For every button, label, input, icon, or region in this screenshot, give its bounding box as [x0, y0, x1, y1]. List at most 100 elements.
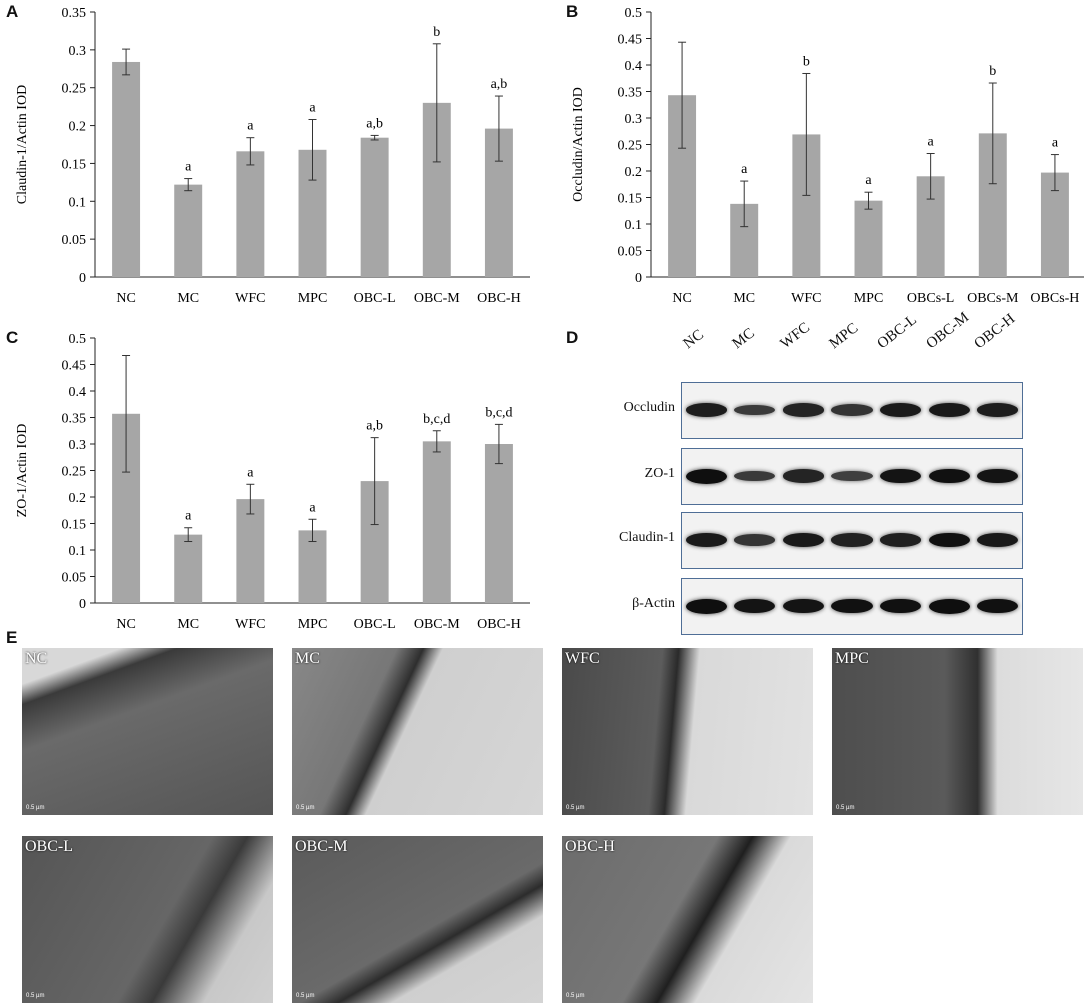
scale-bar-label: 0.5 µm — [566, 805, 585, 811]
em-image: OBC-H 0.5 µm — [562, 836, 813, 1003]
bar — [174, 534, 203, 603]
x-tick-label: OBC-H — [477, 617, 521, 632]
y-tick-label: 0.05 — [62, 233, 87, 248]
em-image: MPC 0.5 µm — [832, 648, 1083, 815]
em-image-label: OBC-M — [295, 838, 348, 855]
x-tick-label: OBC-H — [477, 291, 521, 306]
blot-band — [734, 470, 776, 482]
blot-band — [977, 403, 1019, 417]
y-tick-label: 0.2 — [69, 491, 87, 506]
blot-band — [879, 403, 922, 417]
scale-bar-label: 0.5 µm — [296, 805, 315, 811]
blot-band — [831, 404, 873, 416]
blot-band — [879, 533, 922, 547]
em-image-label: MC — [295, 650, 320, 667]
significance-label: b,c,d — [423, 412, 450, 427]
blot-band — [928, 402, 970, 418]
scale-bar-label: 0.5 µm — [836, 805, 855, 811]
y-tick-label: 0 — [635, 271, 642, 286]
x-tick-label: OBCs-L — [907, 291, 954, 306]
em-image-label: MPC — [835, 650, 869, 667]
y-tick-label: 0.3 — [69, 44, 87, 59]
blot-row-label: Occludin — [623, 400, 675, 415]
y-tick-label: 0.1 — [69, 544, 87, 559]
x-tick-label: WFC — [235, 617, 265, 632]
blot-lane-label: OBC-L — [874, 311, 921, 353]
blot-band — [734, 404, 776, 416]
blot-band — [977, 598, 1019, 614]
y-tick-label: 0.25 — [618, 139, 643, 154]
blot-band — [879, 598, 922, 614]
blot-band — [685, 403, 727, 417]
y-axis-label: Claudin-1/Actin IOD — [15, 85, 30, 204]
x-tick-label: OBCs-H — [1030, 291, 1079, 306]
significance-label: a — [185, 509, 192, 524]
y-tick-label: 0.2 — [625, 165, 643, 180]
y-tick-label: 0.35 — [62, 6, 87, 21]
blot-row-label: ZO-1 — [644, 466, 675, 481]
bar — [422, 441, 451, 603]
blot-strip — [681, 578, 1023, 635]
scale-bar-label: 0.5 µm — [296, 993, 315, 999]
significance-label: a — [309, 101, 316, 116]
claudin-bar-chart: 0 0.05 0.1 0.15 0.2 0.25 0.3 0.35 Claudin-1/Acti… — [15, 6, 530, 306]
significance-label: a,b — [366, 419, 383, 434]
significance-label: a — [741, 162, 748, 177]
blot-band — [928, 598, 970, 614]
bar — [112, 61, 141, 277]
blot-band — [782, 598, 825, 614]
y-tick-label: 0.2 — [69, 120, 87, 135]
y-tick-label: 0.45 — [618, 33, 643, 48]
blot-strip — [681, 448, 1023, 505]
bar — [484, 444, 513, 603]
em-image: WFC 0.5 µm — [562, 648, 813, 815]
x-tick-label: MC — [733, 291, 755, 306]
significance-label: b — [803, 54, 810, 69]
panel-letter-e: E — [6, 628, 18, 647]
significance-label: a — [247, 465, 254, 480]
significance-label: b,c,d — [485, 405, 512, 420]
blot-lane-label: NC — [680, 326, 707, 353]
blot-lane-label: MPC — [826, 320, 862, 353]
blot-band — [685, 598, 727, 614]
significance-label: a — [865, 173, 872, 188]
western-blot-panel: NC MC WFC MPC OBC-L OBC-M OBC-H Occludin ZO-1 Cla… — [560, 309, 1060, 648]
x-tick-label: NC — [672, 291, 691, 306]
blot-band — [782, 403, 825, 417]
bar — [854, 200, 883, 277]
blot-band — [831, 598, 873, 614]
y-tick-label: 0.1 — [69, 195, 87, 210]
panel-letter-a: A — [6, 2, 19, 21]
blot-lane-label: OBC-M — [923, 309, 972, 353]
y-tick-label: 0 — [79, 597, 86, 612]
blot-row-label: Claudin-1 — [619, 530, 675, 545]
x-tick-label: MPC — [298, 291, 328, 306]
panel-letter-b: B — [566, 2, 579, 21]
blot-band — [782, 469, 825, 483]
blot-band — [928, 532, 970, 548]
y-tick-label: 0 — [79, 271, 86, 286]
blot-band — [685, 468, 727, 484]
blot-band — [734, 598, 776, 614]
em-image-label: NC — [25, 650, 48, 667]
significance-label: a,b — [491, 77, 508, 92]
blot-band — [831, 470, 873, 482]
y-axis-label: Occludin/Actin IOD — [571, 87, 586, 202]
y-tick-label: 0.1 — [625, 218, 643, 233]
x-tick-label: MC — [177, 617, 199, 632]
x-tick-label: OBC-M — [414, 291, 460, 306]
significance-label: a — [928, 135, 935, 150]
x-tick-label: MPC — [854, 291, 884, 306]
blot-band — [879, 468, 922, 484]
significance-label: a — [247, 119, 254, 134]
x-tick-label: OBC-L — [354, 617, 396, 632]
y-tick-label: 0.5 — [625, 6, 643, 21]
significance-label: a,b — [366, 116, 383, 131]
em-image-grid: NC 0.5 µm MC 0.5 µm WFC 0.5 µm MPC 0.5 µm OBC-L 0… — [22, 648, 1083, 1003]
blot-lane-label: MC — [729, 325, 758, 353]
em-image: OBC-L 0.5 µm — [22, 836, 273, 1003]
x-tick-label: MPC — [298, 617, 328, 632]
em-image-label: WFC — [565, 650, 600, 667]
y-tick-label: 0.35 — [618, 86, 643, 101]
x-tick-label: OBC-M — [414, 617, 460, 632]
